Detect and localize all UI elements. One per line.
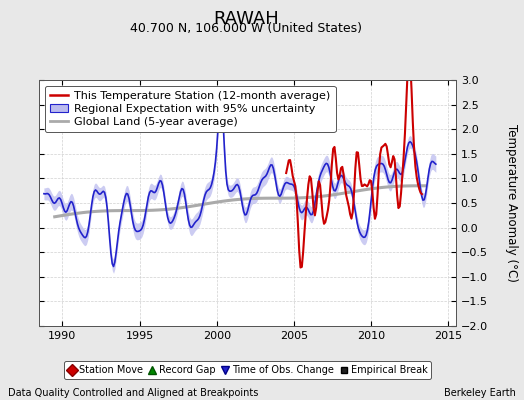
Y-axis label: Temperature Anomaly (°C): Temperature Anomaly (°C) xyxy=(505,124,518,282)
Text: RAWAH: RAWAH xyxy=(213,10,279,28)
Text: Data Quality Controlled and Aligned at Breakpoints: Data Quality Controlled and Aligned at B… xyxy=(8,388,258,398)
Text: Berkeley Earth: Berkeley Earth xyxy=(444,388,516,398)
Legend: This Temperature Station (12-month average), Regional Expectation with 95% uncer: This Temperature Station (12-month avera… xyxy=(45,86,335,132)
Text: 40.700 N, 106.000 W (United States): 40.700 N, 106.000 W (United States) xyxy=(130,22,362,35)
Legend: Station Move, Record Gap, Time of Obs. Change, Empirical Break: Station Move, Record Gap, Time of Obs. C… xyxy=(64,361,431,379)
